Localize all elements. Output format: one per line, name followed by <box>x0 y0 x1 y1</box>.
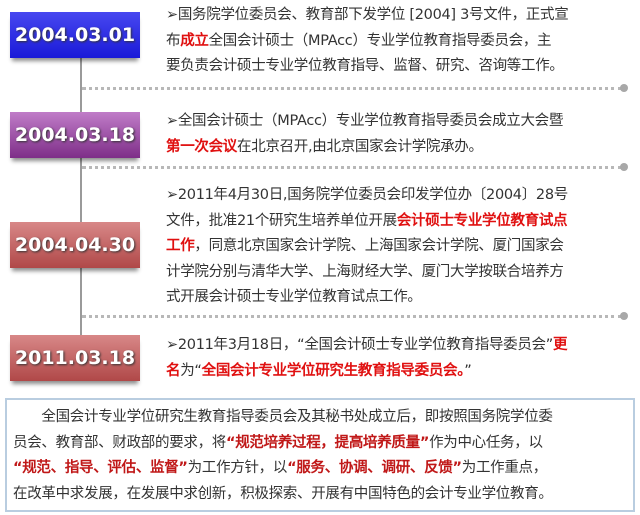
date-label: 2004.03.18 <box>10 112 140 158</box>
text-line: ➢全国会计硕士（MPAcc）专业学位教育指导委员会成立大会暨 <box>166 109 563 135</box>
text-segment: ➢全国会计硕士（MPAcc）专业学位教育指导委员会成立大会暨 <box>166 113 564 129</box>
text-segment: 要负责会计硕士专业学位教育指导、监督、研究、咨询等工作。 <box>166 58 564 74</box>
text-segment: 全国会计专业学位研究生教育指导委员会及其秘书处成立后，即按照国务院学位委 <box>13 409 553 425</box>
text-line: 在改革中求发展，在发展中求创新，积极探索、开展有中国特色的会计专业学位教育。 <box>13 482 627 508</box>
text-line: 员会、教育部、财政部的要求，将“规范培养过程，提高培养质量”作为中心任务，以 <box>13 431 627 457</box>
text-line: 全国会计专业学位研究生教育指导委员会及其秘书处成立后，即按照国务院学位委 <box>13 405 627 431</box>
text-segment: ” <box>464 362 472 379</box>
text-segment: 员会、教育部、财政部的要求，将 <box>13 434 226 451</box>
text-segment: 作为中心任务，以 <box>429 434 543 451</box>
text-segment: 全国会计硕士（MPAcc）专业学位教育指导委员会，主 <box>208 32 552 49</box>
date-label: 2011.03.18 <box>10 335 140 381</box>
highlight-text: 第一次会议 <box>166 138 237 155</box>
highlight-text: 成立 <box>180 32 209 49</box>
text-segment: 为工作重点， <box>461 460 548 476</box>
text-line: 工作，同意北京国家会计学院、上海国家会计学院、厦门国家会 <box>166 234 568 260</box>
timeline-entry-text: ➢2011年4月30日,国务院学位委员会印发学位办〔2004〕28号 文件，批准2… <box>166 183 568 311</box>
text-line: 文件，批准21个研究生培养单位开展会计硕士专业学位教育试点 <box>166 209 568 235</box>
date-label: 2004.03.01 <box>10 12 140 58</box>
text-line: 第一次会议在北京召开,由北京国家会计学院承办。 <box>166 135 563 161</box>
text-line: ➢国务院学位委员会、教育部下发学位 [2004] 3号文件，正式宣 <box>166 3 569 29</box>
highlight-text: 名 <box>166 362 181 379</box>
highlight-text: 全国会计专业学位研究生教育指导委员会。 <box>201 362 465 379</box>
highlight-text: 工作 <box>166 238 195 254</box>
highlight-text: 更 <box>552 337 568 353</box>
timeline-entry-text: ➢国务院学位委员会、教育部下发学位 [2004] 3号文件，正式宣 布成立全国会计… <box>166 3 569 80</box>
text-line: 布成立全国会计硕士（MPAcc）专业学位教育指导委员会，主 <box>166 29 568 55</box>
highlight-text: “规范、指导、评估、监督” <box>13 460 188 476</box>
highlight-text: “服务、协调、调研、反馈” <box>287 460 462 476</box>
text-segment: ➢2011年4月30日,国务院学位委员会印发学位办〔2004〕28号 <box>166 187 568 203</box>
text-line: ➢2011年4月30日,国务院学位委员会印发学位办〔2004〕28号 <box>166 183 568 209</box>
text-line: 式开展会计硕士专业学位教育试点工作。 <box>166 285 568 311</box>
text-segment: 计学院分别与清华大学、上海财经大学、厦门大学按联合培养方 <box>166 263 564 280</box>
text-line: 名为“全国会计专业学位研究生教育指导委员会。” <box>166 359 567 385</box>
date-label: 2004.04.30 <box>10 222 140 268</box>
text-segment: 为工作方针，以 <box>187 460 288 476</box>
text-segment: 文件，批准21个研究生培养单位开展 <box>166 212 397 229</box>
text-segment: 在北京召开,由北京国家会计学院承办。 <box>237 138 483 155</box>
divider <box>82 163 628 171</box>
text-line: 计学院分别与清华大学、上海财经大学、厦门大学按联合培养方 <box>166 260 568 286</box>
divider <box>82 312 628 320</box>
text-segment: ➢2011年3月18日，“全国会计硕士专业学位教育指导委员会” <box>166 337 553 353</box>
highlight-text: 会计硕士专业学位教育试点 <box>396 212 568 229</box>
timeline-entry-text: ➢2011年3月18日，“全国会计硕士专业学位教育指导委员会”更 名为“全国会计专… <box>166 333 567 384</box>
highlight-text: “规范培养过程，提高培养质量” <box>226 434 430 451</box>
text-segment: ➢国务院学位委员会、教育部下发学位 [2004] 3号文件，正式宣 <box>166 7 569 23</box>
text-segment: ，同意北京国家会计学院、上海国家会计学院、厦门国家会 <box>194 238 564 254</box>
text-segment: 为“ <box>180 362 202 379</box>
summary-box: 全国会计专业学位研究生教育指导委员会及其秘书处成立后，即按照国务院学位委 员会、教… <box>5 398 635 512</box>
text-segment: 在改革中求发展，在发展中求创新，积极探索、开展有中国特色的会计专业学位教育。 <box>13 485 553 502</box>
text-line: ➢2011年3月18日，“全国会计硕士专业学位教育指导委员会”更 <box>166 333 567 359</box>
timeline-entry-text: ➢全国会计硕士（MPAcc）专业学位教育指导委员会成立大会暨 第一次会议在北京召开… <box>166 109 563 160</box>
text-line: “规范、指导、评估、监督”为工作方针，以“服务、协调、调研、反馈”为工作重点， <box>13 456 627 482</box>
text-segment: 式开展会计硕士专业学位教育试点工作。 <box>166 289 422 305</box>
timeline-axis <box>80 50 82 350</box>
text-line: 要负责会计硕士专业学位教育指导、监督、研究、咨询等工作。 <box>166 54 568 80</box>
text-segment: 布 <box>166 32 181 49</box>
divider <box>82 84 628 92</box>
